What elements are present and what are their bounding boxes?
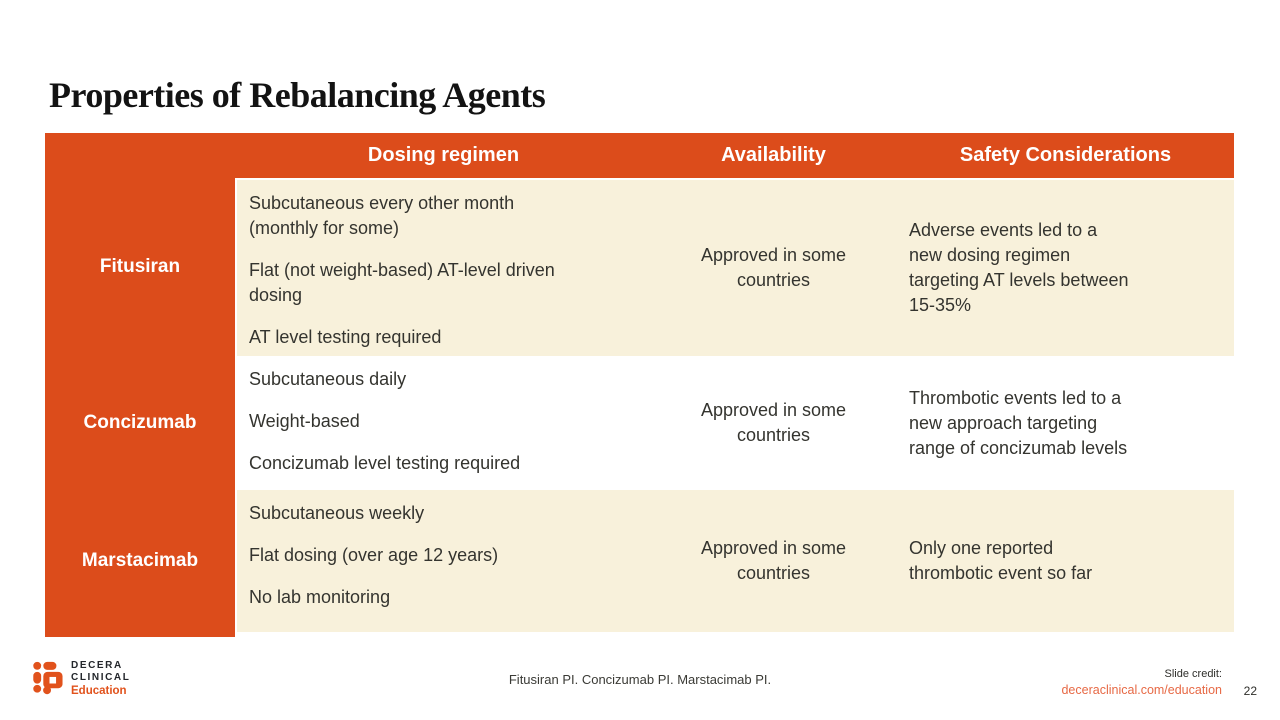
marstacimab-availability-cell: Approved in some countries xyxy=(650,490,897,632)
safety-text: Only one reported thrombotic event so fa… xyxy=(909,538,1093,583)
concizumab-safety-cell: Thrombotic events led to a new approach … xyxy=(897,356,1234,490)
logo-line-decera: DECERA xyxy=(71,660,123,671)
marstacimab-dosing-cell: Subcutaneous weekly Flat dosing (over ag… xyxy=(237,490,650,632)
fitusiran-dosing-cell: Subcutaneous every other month (monthly … xyxy=(237,180,650,356)
dosing-item: Flat dosing (over age 12 years) xyxy=(249,545,499,565)
dosing-item: Subcutaneous every other month (monthly … xyxy=(249,193,515,238)
decera-logo: DECERA CLINICAL Education xyxy=(33,660,130,698)
dosing-item: Flat (not weight-based) AT-level driven … xyxy=(249,260,555,305)
availability-text: Approved in some countries xyxy=(700,538,847,583)
dosing-item: AT level testing required xyxy=(249,327,442,347)
dosing-item: Weight-based xyxy=(249,411,360,431)
logo-line-education: Education xyxy=(71,685,127,697)
table-body: Subcutaneous every other month (monthly … xyxy=(237,180,1234,632)
fitusiran-availability-cell: Approved in some countries xyxy=(650,180,897,356)
decera-logo-text: DECERA CLINICAL Education xyxy=(71,660,130,698)
dosing-item: No lab monitoring xyxy=(249,587,391,607)
dosing-item: Subcutaneous weekly xyxy=(249,503,425,523)
table-row-marstacimab: Subcutaneous weekly Flat dosing (over ag… xyxy=(237,490,1234,632)
logo-line-clinical: CLINICAL xyxy=(71,672,131,683)
references-text: Fitusiran PI. Concizumab PI. Marstacimab… xyxy=(508,672,772,687)
concizumab-availability-cell: Approved in some countries xyxy=(650,356,897,490)
agent-label-marstacimab: Marstacimab xyxy=(81,550,199,571)
fitusiran-safety-cell: Adverse events led to a new dosing regim… xyxy=(897,180,1234,356)
availability-text: Approved in some countries xyxy=(700,245,847,290)
table-header-row: Dosing regimen Availability Safety Consi… xyxy=(45,133,1234,178)
agent-label-concizumab: Concizumab xyxy=(83,412,197,433)
dosing-item: Concizumab level testing required xyxy=(249,453,521,473)
column-header-dosing: Dosing regimen xyxy=(367,144,520,166)
page-title: Properties of Rebalancing Agents xyxy=(49,75,546,115)
table-row-fitusiran: Subcutaneous every other month (monthly … xyxy=(237,180,1234,356)
decera-logo-icon xyxy=(33,661,63,695)
availability-text: Approved in some countries xyxy=(700,400,847,445)
safety-text: Thrombotic events led to a new approach … xyxy=(909,387,1128,458)
table-row-concizumab: Subcutaneous daily Weight-based Concizum… xyxy=(237,356,1234,490)
column-header-availability: Availability xyxy=(721,144,826,166)
slide-credit: Slide credit: deceraclinical.com/educati… xyxy=(1061,667,1222,699)
credit-link[interactable]: deceraclinical.com/education xyxy=(1061,683,1222,697)
column-header-safety: Safety Considerations xyxy=(959,144,1172,166)
marstacimab-safety-cell: Only one reported thrombotic event so fa… xyxy=(897,490,1234,632)
dosing-item: Subcutaneous daily xyxy=(249,369,407,389)
slide-credit-label: Slide credit: xyxy=(1164,668,1222,680)
agent-label-fitusiran: Fitusiran xyxy=(99,256,181,277)
properties-table: Dosing regimen Availability Safety Consi… xyxy=(45,133,1234,637)
agent-column: Fitusiran Concizumab Marstacimab xyxy=(45,178,235,637)
page-number: 22 xyxy=(1243,684,1257,698)
concizumab-dosing-cell: Subcutaneous daily Weight-based Concizum… xyxy=(237,356,650,490)
safety-text: Adverse events led to a new dosing regim… xyxy=(909,220,1129,315)
